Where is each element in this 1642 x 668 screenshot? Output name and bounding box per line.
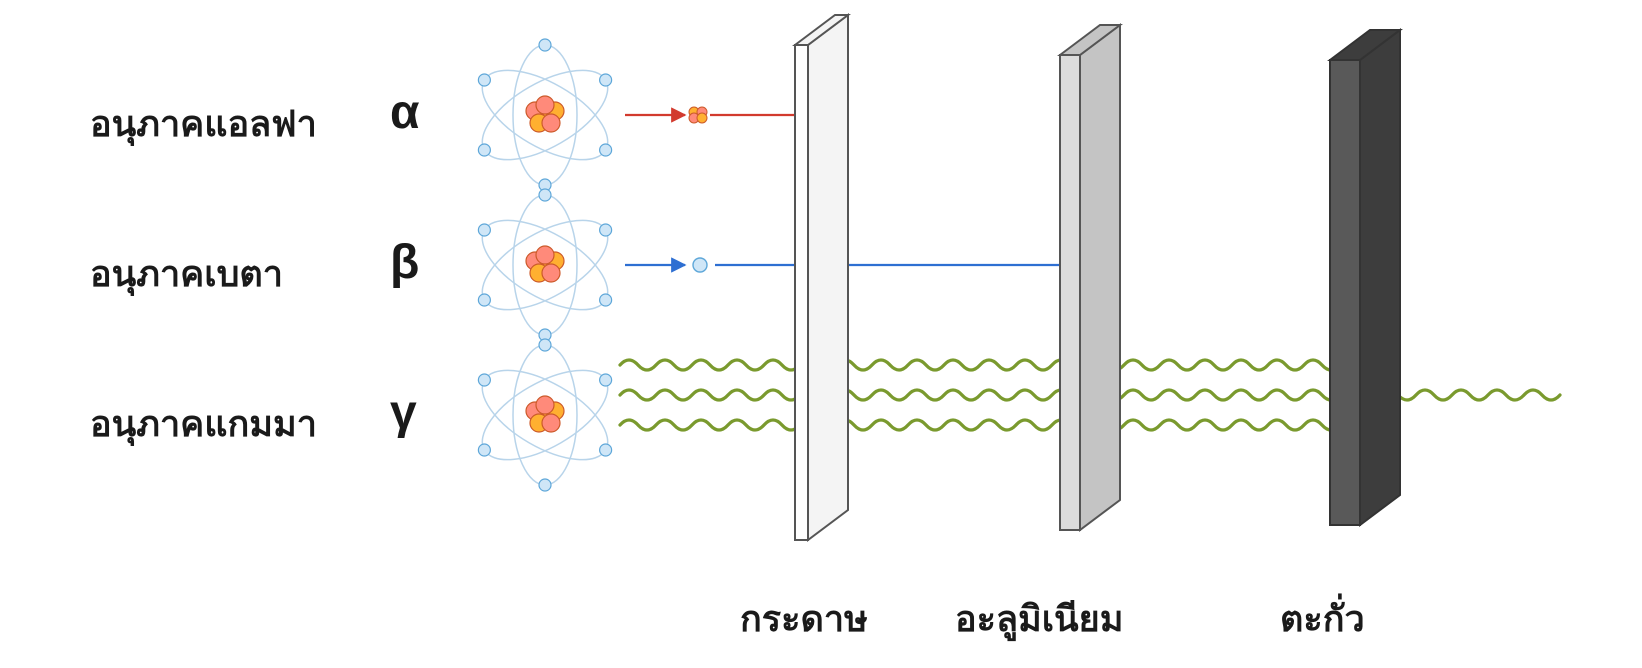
diagram-svg — [0, 0, 1642, 668]
diagram-stage: อนุภาคแอลฟา α อนุภาคเบตา β อนุภาคแกมมา γ… — [0, 0, 1642, 668]
